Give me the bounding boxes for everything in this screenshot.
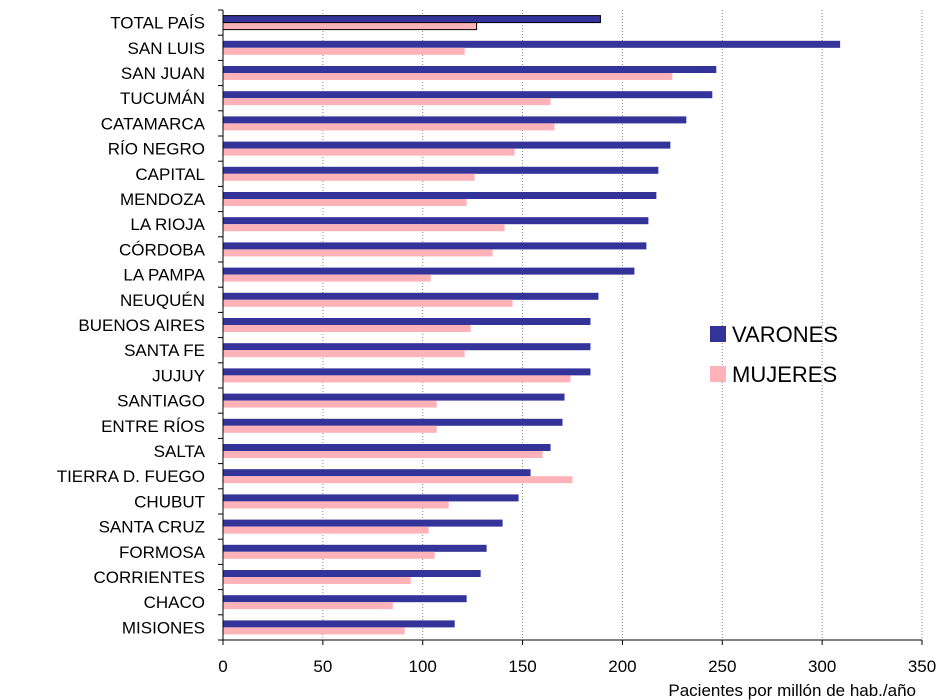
category-label-20: SANTA CRUZ <box>99 518 205 537</box>
bar-varones-11 <box>223 292 599 300</box>
bar-mujeres-3 <box>223 98 551 106</box>
x-tick-label-300: 300 <box>808 657 836 676</box>
bar-mujeres-16 <box>223 425 437 433</box>
bar-varones-8 <box>223 217 649 225</box>
bars <box>222 15 841 635</box>
category-label-17: SALTA <box>154 442 206 461</box>
legend-swatch-mujeres <box>710 366 726 382</box>
category-label-13: SANTA FE <box>124 341 205 360</box>
bar-varones-23 <box>223 595 467 603</box>
bar-varones-22 <box>223 570 481 577</box>
bar-mujeres-1 <box>223 47 465 55</box>
bar-mujeres-10 <box>223 274 431 282</box>
legend: VARONES MUJERES <box>710 322 838 387</box>
bar-varones-13 <box>223 343 591 351</box>
category-labels: TOTAL PAÍS SAN LUIS SAN JUAN TUCUMÁN CATAMAR… <box>57 14 206 638</box>
bar-mujeres-14 <box>223 375 571 383</box>
category-label-2: SAN JUAN <box>121 64 205 83</box>
x-tick-label-50: 50 <box>313 657 332 676</box>
bar-mujeres-15 <box>223 400 437 408</box>
bar-varones-19 <box>223 494 519 502</box>
bar-varones-16 <box>223 418 563 426</box>
bar-mujeres-13 <box>223 350 465 358</box>
bar-mujeres-23 <box>223 602 393 610</box>
x-tick-label-250: 250 <box>708 657 736 676</box>
category-label-9: CÓRDOBA <box>119 240 206 259</box>
bar-varones-5 <box>223 141 671 149</box>
category-label-12: BUENOS AIRES <box>78 316 205 335</box>
bar-mujeres-5 <box>223 148 515 156</box>
bar-mujeres-11 <box>223 299 513 307</box>
legend-swatch-varones <box>710 326 726 342</box>
category-label-4: CATAMARCA <box>101 114 206 133</box>
bar-mujeres-8 <box>223 224 505 232</box>
axes <box>218 9 923 645</box>
category-label-6: CAPITAL <box>135 165 205 184</box>
bar-mujeres-24 <box>223 627 405 635</box>
bar-varones-9 <box>223 242 647 250</box>
bar-mujeres-0 <box>222 22 478 31</box>
bar-varones-6 <box>223 166 659 174</box>
category-label-19: CHUBUT <box>134 492 205 511</box>
category-label-11: NEUQUÉN <box>120 291 205 310</box>
category-label-21: FORMOSA <box>119 543 206 562</box>
x-tick-label-0: 0 <box>218 657 227 676</box>
x-tick-label-350: 350 <box>908 657 936 676</box>
x-tick-label-200: 200 <box>608 657 636 676</box>
x-tick-label-100: 100 <box>409 657 437 676</box>
bar-varones-12 <box>223 318 591 325</box>
legend-label-mujeres: MUJERES <box>732 362 837 387</box>
bar-mujeres-4 <box>223 123 555 131</box>
bar-varones-24 <box>223 620 455 628</box>
legend-label-varones: VARONES <box>732 322 838 347</box>
bar-varones-1 <box>223 40 841 48</box>
bar-varones-0 <box>222 15 601 24</box>
bar-varones-14 <box>223 368 591 376</box>
category-label-15: SANTIAGO <box>117 392 205 411</box>
bar-mujeres-12 <box>223 325 471 332</box>
bar-mujeres-22 <box>223 577 411 584</box>
bar-varones-2 <box>223 66 717 73</box>
bar-varones-20 <box>223 519 503 527</box>
bar-varones-17 <box>223 444 551 451</box>
bar-mujeres-2 <box>223 73 673 80</box>
category-label-3: TUCUMÁN <box>120 89 205 108</box>
category-label-23: CHACO <box>144 593 205 612</box>
category-label-1: SAN LUIS <box>128 39 205 58</box>
x-tick-label-150: 150 <box>508 657 536 676</box>
bar-varones-18 <box>223 469 531 477</box>
category-label-7: MENDOZA <box>120 190 206 209</box>
tick-labels: 0 50 100 150 200 250 300 350 <box>218 657 936 676</box>
bar-mujeres-19 <box>223 501 449 509</box>
category-label-0: TOTAL PAÍS <box>110 14 205 33</box>
bar-mujeres-17 <box>223 451 543 458</box>
bar-mujeres-9 <box>223 249 493 257</box>
category-label-22: CORRIENTES <box>94 568 205 587</box>
bar-varones-3 <box>223 91 713 99</box>
category-label-18: TIERRA D. FUEGO <box>57 467 205 486</box>
category-label-24: MISIONES <box>122 618 205 637</box>
category-label-10: LA PAMPA <box>123 266 205 285</box>
category-label-14: JUJUY <box>152 366 205 385</box>
bar-mujeres-21 <box>223 551 435 559</box>
bar-varones-10 <box>223 267 635 275</box>
bar-mujeres-6 <box>223 173 475 181</box>
bar-varones-15 <box>223 393 565 401</box>
category-label-8: LA RIOJA <box>130 215 205 234</box>
bar-mujeres-20 <box>223 526 429 534</box>
bar-varones-4 <box>223 116 687 124</box>
category-label-16: ENTRE RÍOS <box>101 417 205 436</box>
category-label-5: RÍO NEGRO <box>108 140 205 159</box>
bar-varones-21 <box>223 544 487 552</box>
bar-mujeres-18 <box>223 476 573 484</box>
bar-mujeres-7 <box>223 199 467 206</box>
bar-varones-7 <box>223 192 657 199</box>
x-axis-title: Pacientes por millón de hab./año <box>668 681 916 700</box>
